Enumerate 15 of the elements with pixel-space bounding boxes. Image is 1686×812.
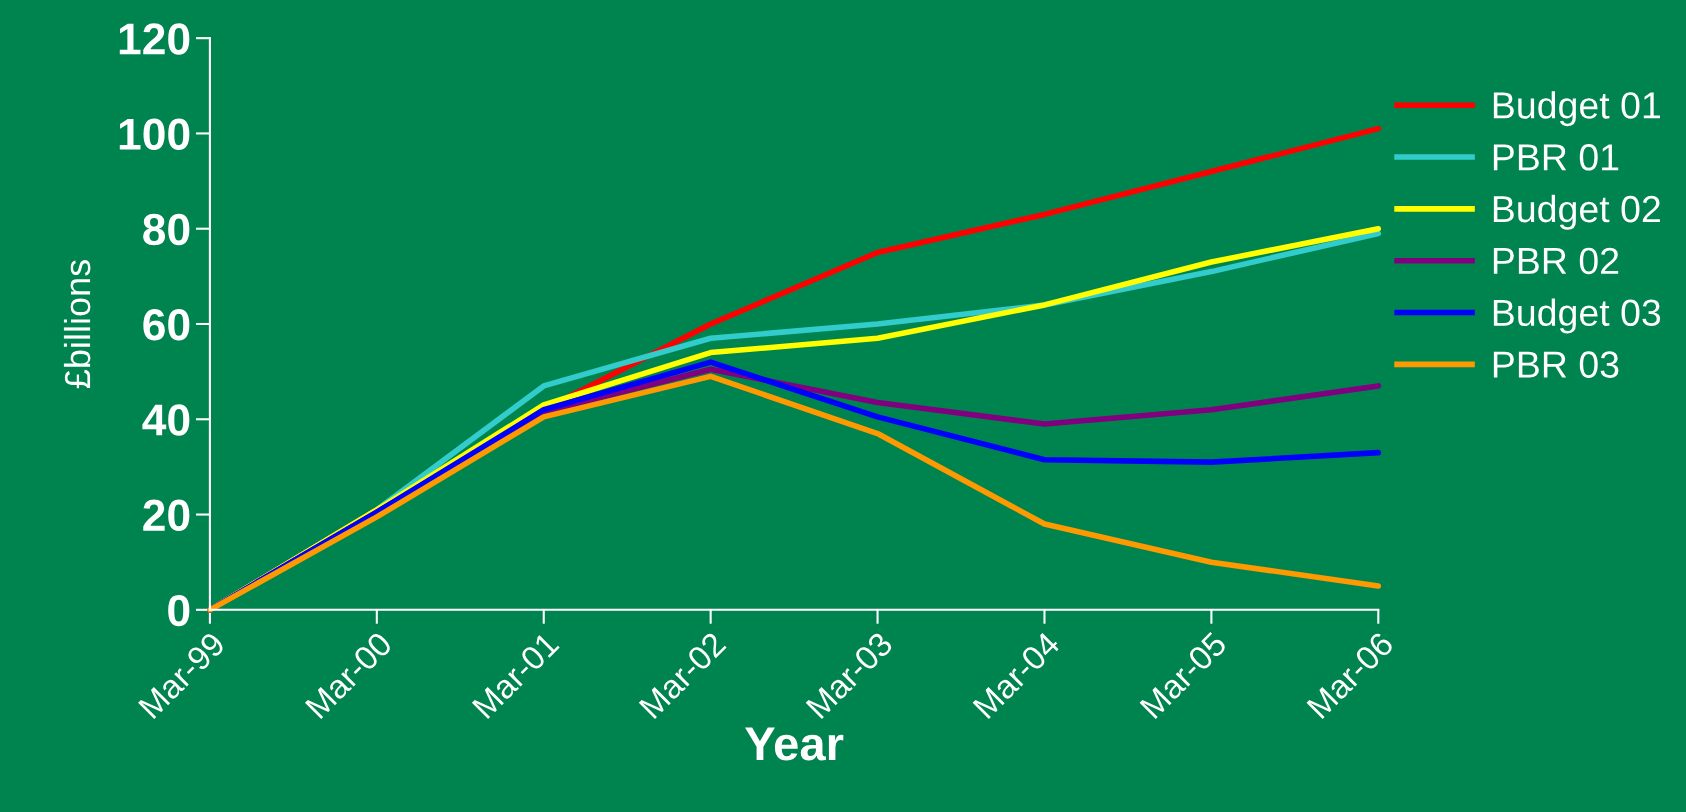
y-axis-title: £billions [63,260,91,389]
y-tick-label: 40 [142,404,190,436]
legend-label: PBR 01 [1493,144,1619,171]
y-tick-label: 80 [143,213,190,246]
y-tick-label: 20 [143,499,190,532]
x-axis-title: Year [745,727,844,761]
legend-label: Budget 01 [1493,91,1660,127]
legend-label: PBR 02 [1493,247,1619,275]
legend-label: Budget 02 [1493,194,1660,230]
y-tick-label: 60 [143,309,190,341]
y-tick-label: 0 [168,594,190,627]
legend-label: PBR 03 [1493,351,1619,378]
y-tick-label: 100 [119,118,190,150]
y-tick-label: 120 [119,23,190,55]
legend-label: Budget 03 [1493,298,1661,334]
